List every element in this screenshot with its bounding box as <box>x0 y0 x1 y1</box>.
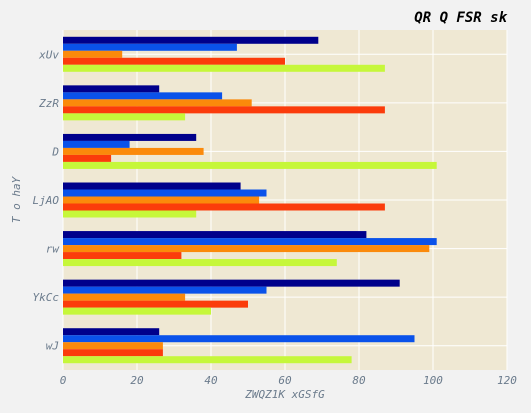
bar <box>63 203 385 211</box>
bar <box>63 196 260 204</box>
bar <box>63 293 186 301</box>
x-tick-label: 0 <box>60 374 67 387</box>
bar <box>63 259 337 267</box>
y-tick-label: ZzR <box>38 97 59 110</box>
bar <box>63 286 267 294</box>
bar <box>63 161 437 169</box>
bar <box>63 238 437 246</box>
bar <box>63 113 186 121</box>
bar <box>63 279 400 287</box>
y-tick-label: LjAO <box>33 194 60 207</box>
y-tick-labels: wJ YkCc rw LjAO D ZzR xUv <box>33 48 61 352</box>
bar <box>63 245 430 253</box>
bar <box>63 182 241 190</box>
y-axis-label: T o haY <box>10 175 23 223</box>
bar <box>63 356 352 364</box>
bar <box>63 349 163 357</box>
bar <box>63 307 211 315</box>
bar <box>63 335 415 343</box>
bar <box>63 85 160 93</box>
x-tick-label: 60 <box>278 374 292 387</box>
bars-layer <box>63 36 437 364</box>
x-tick-label: 40 <box>204 374 218 387</box>
y-tick-label: wJ <box>46 340 59 353</box>
x-tick-label: 100 <box>423 374 443 387</box>
bar <box>63 133 197 141</box>
y-tick-label: rw <box>46 243 61 256</box>
x-axis-label: ZWQZ1K xGSfG <box>244 388 325 401</box>
bar <box>63 64 385 72</box>
x-tick-label: 120 <box>497 374 517 387</box>
x-tick-label: 80 <box>352 374 366 387</box>
bar <box>63 99 252 107</box>
bar <box>63 252 182 260</box>
bar <box>63 36 319 44</box>
y-tick-label: D <box>51 145 59 158</box>
bar <box>63 140 130 148</box>
bar <box>63 50 123 58</box>
bar <box>63 328 160 336</box>
bar <box>63 300 248 308</box>
bar <box>63 106 385 114</box>
y-tick-label: YkCc <box>33 291 60 304</box>
chart-title: QR Q FSR sk <box>414 10 507 26</box>
x-tick-labels: 0 20 40 60 80 100 120 <box>60 374 518 387</box>
bar <box>63 92 223 100</box>
x-tick-label: 20 <box>130 374 144 387</box>
bar <box>63 154 112 162</box>
bar <box>63 43 237 51</box>
bar <box>63 57 285 65</box>
bar <box>63 342 163 350</box>
bar <box>63 189 267 197</box>
bar <box>63 147 204 155</box>
bar <box>63 231 367 239</box>
y-tick-label: xUv <box>38 48 59 61</box>
bar <box>63 210 197 218</box>
